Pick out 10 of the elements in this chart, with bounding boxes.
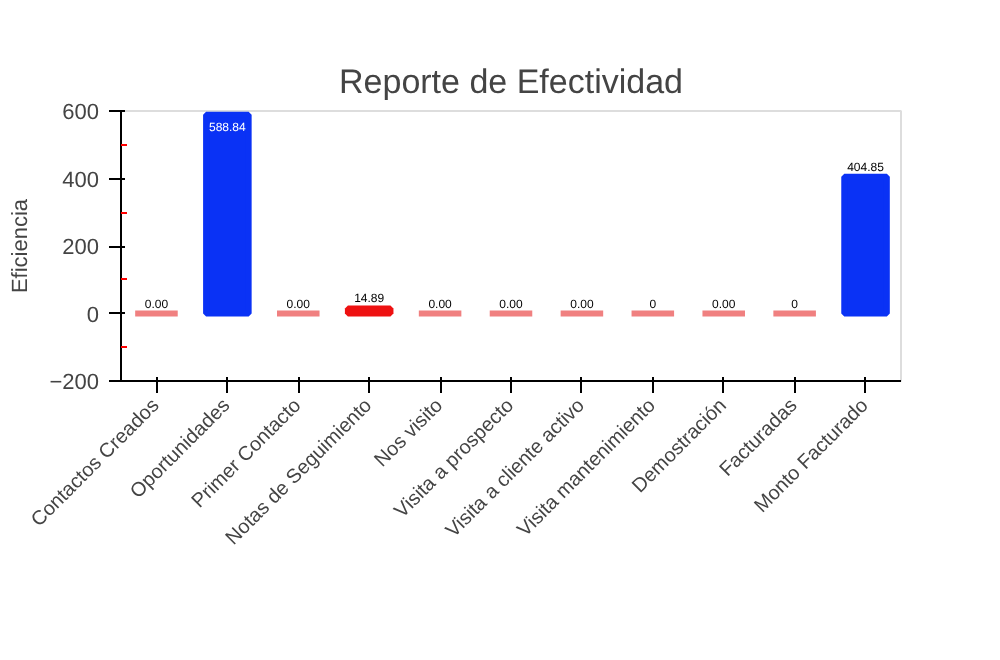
- bar: [344, 305, 394, 317]
- y-tick-label: 400: [62, 168, 100, 193]
- bar: [203, 111, 252, 317]
- y-tick-label: 600: [62, 101, 100, 125]
- bar: [841, 173, 890, 317]
- y-tick-label: −200: [49, 371, 100, 395]
- y-axis-title: Eficiencia: [9, 197, 34, 294]
- y-tick-label: 0: [86, 303, 100, 328]
- chart-title: Reporte de Efectividad: [339, 63, 684, 101]
- y-tick-label: 200: [62, 236, 100, 260]
